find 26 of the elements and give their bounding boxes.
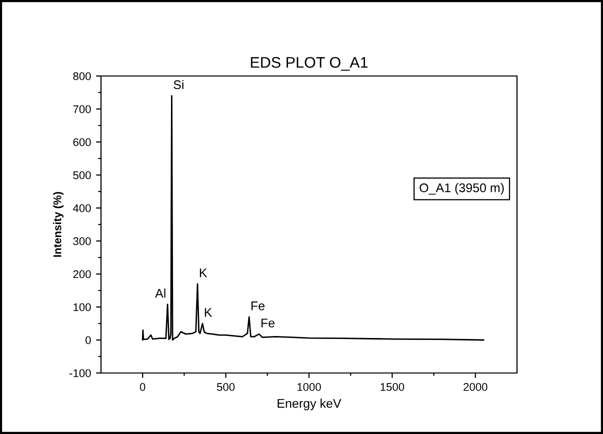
y-tick-label: 500	[73, 171, 91, 180]
line-series	[142, 95, 484, 341]
x-tick-label: 500	[216, 383, 235, 391]
y-tick-label: -100	[70, 369, 91, 378]
y-tick-label: 400	[72, 204, 91, 212]
annotation: Fe	[261, 318, 274, 328]
y-tick-label: 300	[73, 237, 91, 246]
annotation: Al	[155, 288, 166, 298]
x-tick-label: 0	[140, 383, 146, 391]
y-tick-label: 200	[73, 270, 91, 278]
annotation: O_A1 (3950 m)	[420, 183, 504, 195]
x-tick-label: 1000	[297, 383, 321, 391]
y-tick-label: 600	[73, 138, 91, 146]
y-tick-label: 700	[73, 105, 91, 114]
annotation: Si	[174, 80, 184, 90]
x-tick-label: 2000	[464, 383, 488, 391]
annotation: Fe	[252, 302, 265, 310]
x-tick-label: 1500	[380, 383, 404, 391]
y-tick-label: 800	[73, 72, 91, 80]
annotation: K	[200, 268, 208, 278]
y-axis-title: Intensity (%)	[53, 192, 64, 257]
y-tick-label: 0	[86, 336, 91, 344]
chart-title: EDS PLOT O_A1	[250, 57, 368, 71]
x-axis-title: Energy keV	[278, 398, 342, 410]
annotation: K	[204, 308, 212, 317]
y-tick-label: 100	[74, 303, 91, 312]
